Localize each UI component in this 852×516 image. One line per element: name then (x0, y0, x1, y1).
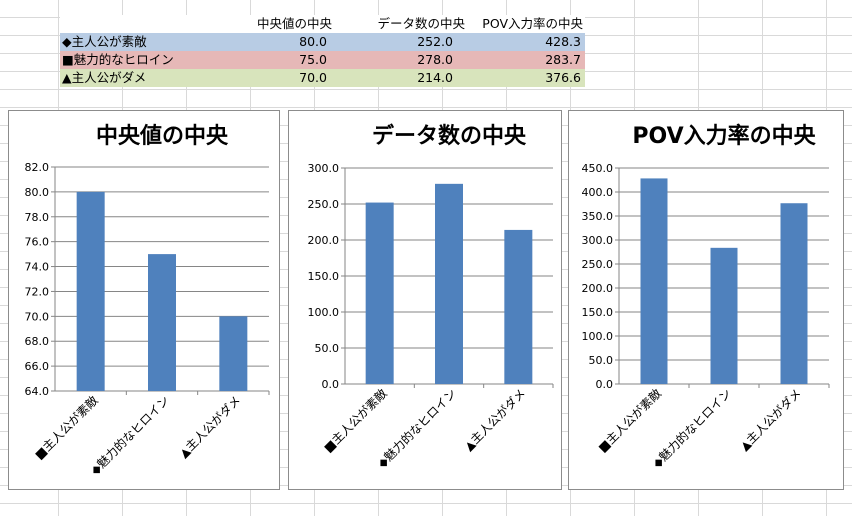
x-tick-label: ▲主人公がダメ (461, 386, 529, 454)
bar (365, 202, 394, 384)
y-tick-label: 0.0 (596, 378, 614, 391)
y-tick-label: 300.0 (308, 162, 340, 175)
chart-svg: POV入力率の中央 0.0 50.0 100.0 150.0 200.0 250.0 300.… (582, 123, 830, 471)
table-row: ◆主人公が素敵 80.0 252.0 428.3 (60, 33, 585, 51)
row-label[interactable]: ■魅力的なヒロイン (62, 52, 174, 67)
chart-data-count[interactable]: データ数の中央 0.0 50.0 100.0 150.0 200.0 250.0 300.0 ■… (288, 110, 562, 490)
cell-pov-rate[interactable]: 283.7 (545, 52, 581, 67)
y-tick-label: 50.0 (315, 342, 340, 355)
y-tick-label: 70.0 (25, 310, 50, 323)
x-tick-label: ◆魅力的なヒロイン (87, 393, 172, 478)
cell-median[interactable]: 80.0 (299, 34, 327, 49)
chart-svg: 中央値の中央 64.0 66.0 68.0 70.0 72.0 74.0 76.0 78.0 80… (25, 123, 270, 478)
table-row: ■魅力的なヒロイン 75.0 278.0 283.7 (60, 51, 585, 69)
x-tick-label: ■主人公が素敵 (320, 386, 390, 456)
x-tick-label: ▲主人公がダメ (176, 393, 244, 461)
bar (219, 316, 248, 391)
chart-pov-rate[interactable]: POV入力率の中央 0.0 50.0 100.0 150.0 200.0 250.0 300.… (568, 110, 844, 490)
bar (76, 191, 105, 391)
chart-title: データ数の中央 (372, 123, 527, 149)
bar (504, 229, 533, 384)
y-tick-label: 100.0 (308, 306, 340, 319)
y-tick-label: 200.0 (582, 282, 614, 295)
y-tick-label: 82.0 (25, 161, 50, 174)
chart-title: 中央値の中央 (96, 123, 229, 149)
y-tick-label: 100.0 (582, 330, 614, 343)
y-tick-label: 150.0 (308, 270, 340, 283)
chart-svg: データ数の中央 0.0 50.0 100.0 150.0 200.0 250.0 300.0 ■… (308, 123, 554, 471)
row-label[interactable]: ▲主人公がダメ (62, 70, 147, 85)
chart-title: POV入力率の中央 (632, 123, 816, 149)
y-tick-label: 76.0 (25, 236, 50, 249)
bar (780, 203, 808, 384)
y-tick-label: 200.0 (308, 234, 340, 247)
bar (640, 178, 668, 384)
chart-median[interactable]: 中央値の中央 64.0 66.0 68.0 70.0 72.0 74.0 76.0 78.0 80… (8, 110, 280, 490)
header-count[interactable]: データ数の中央 (377, 16, 465, 31)
x-tick-label: ■主人公が素敵 (595, 386, 665, 456)
y-tick-label: 66.0 (25, 360, 50, 373)
y-tick-label: 80.0 (25, 186, 50, 199)
y-tick-label: 0.0 (322, 378, 340, 391)
y-tick-label: 74.0 (25, 261, 50, 274)
y-tick-label: 350.0 (582, 210, 614, 223)
y-tick-label: 300.0 (582, 234, 614, 247)
cell-pov-rate[interactable]: 428.3 (545, 34, 581, 49)
y-tick-label: 78.0 (25, 211, 50, 224)
row-label[interactable]: ◆主人公が素敵 (62, 34, 147, 49)
y-tick-label: 50.0 (589, 354, 614, 367)
y-tick-label: 68.0 (25, 335, 50, 348)
x-tick-label: ■主人公が素敵 (31, 393, 101, 463)
y-tick-label: 72.0 (25, 285, 50, 298)
bar (435, 183, 463, 384)
cell-count[interactable]: 278.0 (417, 52, 453, 67)
header-pov-rate[interactable]: POV入力率の中央 (482, 16, 583, 31)
data-table: 中央値の中央 データ数の中央 POV入力率の中央 ◆主人公が素敵 80.0 25… (60, 15, 585, 87)
y-tick-label: 450.0 (582, 162, 614, 175)
cell-count[interactable]: 214.0 (417, 70, 453, 85)
table-header-row: 中央値の中央 データ数の中央 POV入力率の中央 (60, 15, 585, 33)
cell-median[interactable]: 70.0 (299, 70, 327, 85)
cell-count[interactable]: 252.0 (417, 34, 453, 49)
y-tick-label: 64.0 (25, 385, 50, 398)
y-tick-label: 250.0 (582, 258, 614, 271)
cell-median[interactable]: 75.0 (299, 52, 327, 67)
y-tick-label: 250.0 (308, 198, 340, 211)
table-row: ▲主人公がダメ 70.0 214.0 376.6 (60, 69, 585, 87)
x-tick-label: ▲主人公がダメ (736, 386, 804, 454)
header-median[interactable]: 中央値の中央 (256, 16, 332, 31)
cell-pov-rate[interactable]: 376.6 (545, 70, 581, 85)
y-tick-label: 400.0 (582, 186, 614, 199)
bar (710, 247, 738, 384)
bar (148, 254, 176, 391)
y-tick-label: 150.0 (582, 306, 614, 319)
